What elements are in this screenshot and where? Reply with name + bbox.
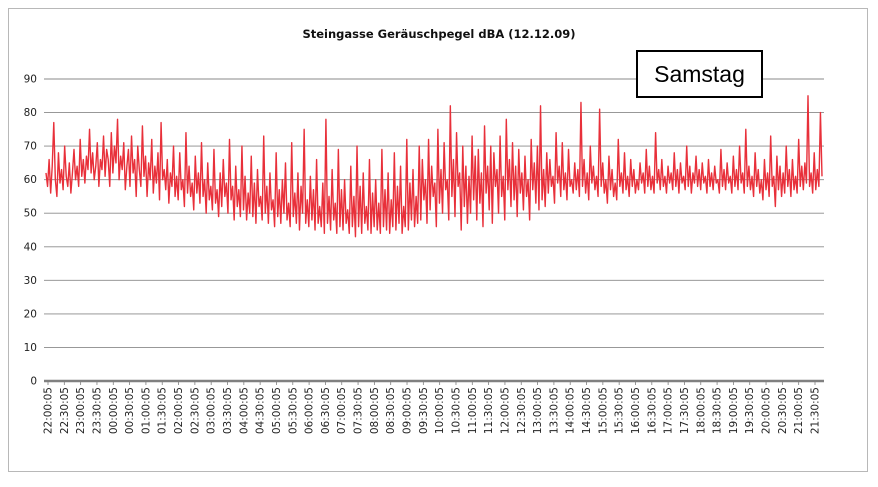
y-tick-label: 90 (24, 74, 37, 86)
x-tick-label: 04:00:05 (238, 387, 250, 434)
x-tick-label: 23:30:05 (91, 387, 103, 434)
x-tick-label: 00:30:05 (124, 387, 136, 434)
x-tick-label: 16:00:05 (630, 387, 642, 434)
x-tick-label: 18:00:05 (695, 387, 707, 434)
x-tick-label: 20:30:05 (777, 387, 789, 434)
x-tick-label: 03:00:05 (206, 387, 218, 434)
y-tick-label: 30 (24, 275, 37, 287)
x-tick-label: 22:30:05 (59, 387, 71, 434)
x-tick-label: 23:00:05 (75, 387, 87, 434)
x-tick-label: 00:00:05 (108, 387, 120, 434)
x-tick-label: 14:00:05 (565, 387, 577, 434)
x-tick-label: 12:00:05 (499, 387, 511, 434)
x-tick-label: 06:00:05 (304, 387, 316, 434)
x-tick-label: 08:30:05 (385, 387, 397, 434)
x-tick-label: 07:00:05 (336, 387, 348, 434)
y-tick-label: 40 (24, 241, 37, 253)
y-tick-label: 10 (24, 342, 37, 354)
x-tick-label: 02:30:05 (189, 387, 201, 434)
x-tick-label: 15:30:05 (614, 387, 626, 434)
y-tick-label: 0 (30, 376, 37, 388)
chart-title: Steingasse Geräuschpegel dBA (12.12.09) (302, 27, 576, 41)
x-tick-label: 19:30:05 (744, 387, 756, 434)
x-tick-label: 03:30:05 (222, 387, 234, 434)
x-tick-label: 22:00:05 (43, 387, 55, 434)
x-tick-label: 10:00:05 (434, 387, 446, 434)
x-tick-label: 17:00:05 (663, 387, 675, 434)
x-tick-label: 01:30:05 (157, 387, 169, 434)
x-tick-label: 16:30:05 (646, 387, 658, 434)
x-tick-label: 08:00:05 (369, 387, 381, 434)
x-tick-label: 04:30:05 (255, 387, 267, 434)
y-tick-label: 70 (24, 141, 37, 153)
x-tick-label: 07:30:05 (353, 387, 365, 434)
y-tick-label: 80 (24, 107, 37, 119)
day-annotation: Samstag (636, 50, 763, 98)
y-tick-label: 20 (24, 308, 37, 320)
x-tick-label: 21:30:05 (810, 387, 822, 434)
x-tick-label: 13:30:05 (548, 387, 560, 434)
x-tick-label: 06:30:05 (320, 387, 332, 434)
x-tick-label: 11:30:05 (483, 387, 495, 434)
y-tick-label: 50 (24, 208, 37, 220)
x-tick-label: 01:00:05 (140, 387, 152, 434)
y-tick-label: 60 (24, 174, 37, 186)
x-tick-label: 13:00:05 (532, 387, 544, 434)
x-tick-label: 21:00:05 (793, 387, 805, 434)
x-tick-label: 02:00:05 (173, 387, 185, 434)
x-tick-label: 05:30:05 (287, 387, 299, 434)
x-tick-label: 11:00:05 (467, 387, 479, 434)
x-tick-label: 20:00:05 (761, 387, 773, 434)
x-tick-label: 19:00:05 (728, 387, 740, 434)
x-tick-label: 10:30:05 (450, 387, 462, 434)
x-tick-label: 17:30:05 (679, 387, 691, 434)
x-tick-label: 15:00:05 (597, 387, 609, 434)
series-line (45, 95, 823, 238)
x-tick-label: 12:30:05 (516, 387, 528, 434)
x-tick-label: 09:00:05 (402, 387, 414, 434)
x-tick-label: 05:00:05 (271, 387, 283, 434)
x-tick-label: 14:30:05 (581, 387, 593, 434)
x-tick-label: 18:30:05 (712, 387, 724, 434)
x-tick-label: 09:30:05 (418, 387, 430, 434)
